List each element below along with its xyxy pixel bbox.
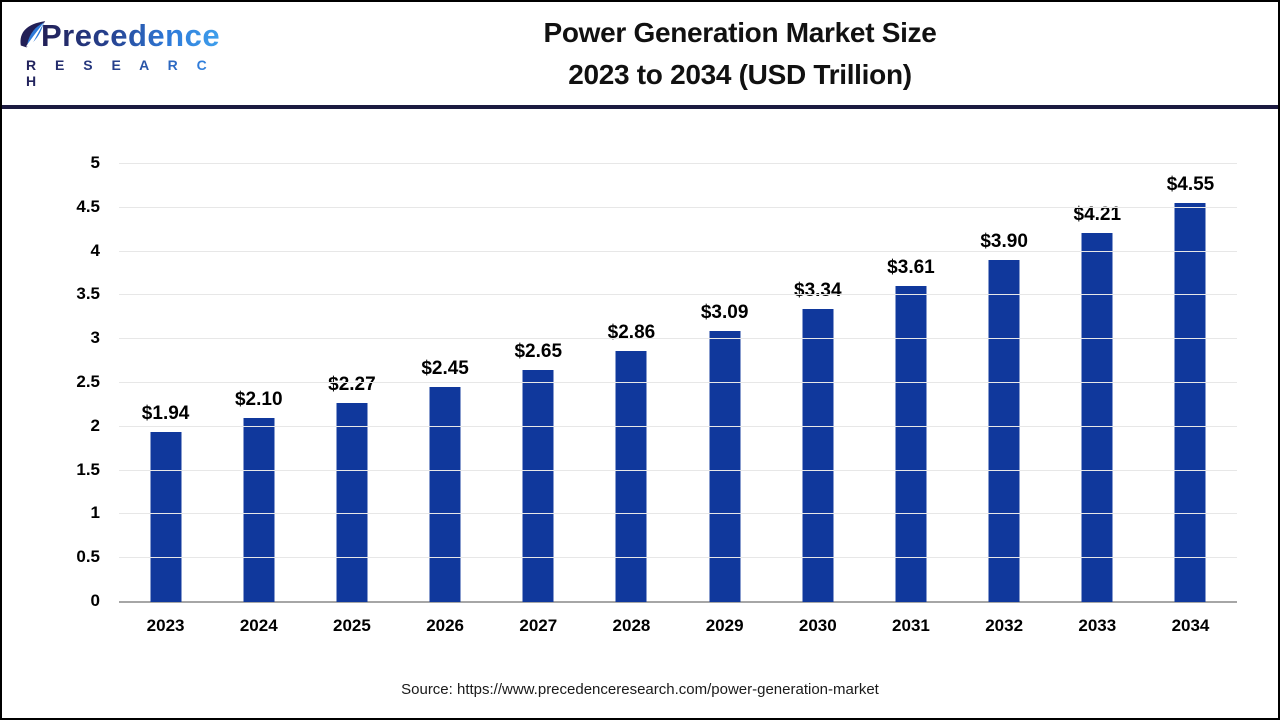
y-tick-label-5: 5 [90, 153, 100, 172]
data-label-2029: $3.09 [700, 302, 749, 324]
data-label-2031: $3.61 [887, 256, 935, 278]
x-axis: 2023 2024 2025 2026 2027 2028 2029 2030 2031 2032… [119, 616, 1237, 636]
x-tick-label-2032: 2032 [985, 616, 1024, 635]
x-tick-label-2027: 2027 [519, 616, 558, 635]
bar-2028 [615, 351, 647, 602]
gridline-5 [119, 163, 1237, 164]
bar-2027 [522, 369, 554, 602]
gridline-1 [119, 513, 1237, 515]
gridline-4.5 [119, 206, 1237, 208]
gridline-4 [119, 250, 1237, 252]
logo-name: Precedence [41, 18, 221, 53]
x-tick-label-2026: 2026 [426, 616, 465, 635]
y-tick-label-3.5: 3.5 [76, 284, 100, 304]
bar-2030 [802, 309, 834, 602]
x-tick-label-2023: 2023 [146, 616, 185, 635]
y-tick-label-0.5: 0.5 [76, 547, 100, 567]
y-tick-label-4.5: 4.5 [76, 196, 100, 216]
x-tick-label-2025: 2025 [333, 616, 371, 635]
bar-column-2032: $3.90 [958, 164, 1051, 602]
gridline-3.5 [119, 294, 1237, 296]
data-label-2027: $2.65 [514, 340, 563, 362]
logo-row: Precedence [18, 18, 242, 56]
bar-2033 [1081, 233, 1113, 602]
bar-column-2024: $2.10 [212, 164, 305, 602]
chart-plot-area: $1.94 $2.10 $2.27 $2.45 $2.65 $2.86 $3.09 $3.34… [119, 163, 1237, 603]
data-label-2032: $3.90 [980, 231, 1028, 253]
data-label-2033: $4.21 [1073, 204, 1122, 226]
gridline-3 [119, 338, 1237, 340]
gridline-1.5 [119, 469, 1237, 471]
source-caption: Source: https://www.precedenceresearch.c… [401, 681, 879, 698]
bar-column-2033: $4.21 [1051, 164, 1144, 602]
data-label-2023: $1.94 [141, 403, 190, 425]
x-tick-label-2028: 2028 [612, 616, 651, 635]
precedence-research-logo: Precedence R E S E A R C H [2, 18, 242, 89]
bar-2032 [988, 260, 1020, 602]
bar-2025 [336, 403, 368, 602]
x-tick-label-2024: 2024 [239, 616, 278, 635]
y-tick-label-4: 4 [90, 240, 100, 260]
bar-column-2026: $2.45 [399, 164, 492, 602]
bar-2034 [1174, 203, 1206, 602]
chart-title: Power Generation Market Size 2023 to 203… [242, 12, 1278, 96]
bar-column-2025: $2.27 [305, 164, 398, 602]
x-tick-label-2029: 2029 [705, 616, 744, 635]
bar-2024 [243, 418, 275, 602]
bar-2029 [709, 331, 741, 602]
bar-column-2023: $1.94 [119, 164, 212, 602]
data-label-2030: $3.34 [794, 280, 842, 302]
y-tick-label-0: 0 [90, 591, 100, 610]
data-label-2034: $4.55 [1166, 174, 1215, 196]
leaf-icon [20, 21, 46, 48]
bar-2031 [895, 285, 927, 602]
bar-2023 [150, 432, 182, 602]
x-axis-line [119, 601, 1237, 603]
header: Precedence R E S E A R C H Power Generat… [2, 2, 1278, 109]
bar-2026 [429, 387, 461, 602]
y-tick-label-2: 2 [90, 415, 100, 435]
bar-column-2028: $2.86 [585, 164, 678, 602]
chart-title-line1: Power Generation Market Size [543, 16, 937, 48]
gridline-2.5 [119, 382, 1237, 383]
gridline-2 [119, 425, 1237, 427]
gridline-0.5 [119, 557, 1237, 559]
x-tick-label-2031: 2031 [892, 616, 930, 635]
chart-title-line2: 2023 to 2034 (USD Trillion) [568, 58, 912, 90]
bar-column-2031: $3.61 [864, 164, 957, 602]
bar-column-2034: $4.55 [1144, 164, 1237, 602]
data-label-2025: $2.27 [328, 374, 376, 396]
bar-column-2030: $3.34 [771, 164, 864, 602]
data-label-2024: $2.10 [234, 389, 283, 411]
x-tick-label-2033: 2033 [1078, 616, 1117, 635]
bars-container: $1.94 $2.10 $2.27 $2.45 $2.65 $2.86 $3.09 $3.34… [119, 164, 1237, 602]
y-tick-label-1.5: 1.5 [76, 459, 100, 479]
y-tick-label-2.5: 2.5 [76, 372, 100, 391]
x-tick-label-2034: 2034 [1171, 616, 1210, 635]
logo-subname: R E S E A R C H [18, 57, 242, 89]
data-label-2028: $2.86 [607, 322, 656, 344]
y-tick-label-1: 1 [90, 503, 100, 523]
data-label-2026: $2.45 [421, 358, 469, 380]
y-tick-label-3: 3 [90, 328, 100, 348]
bar-column-2027: $2.65 [492, 164, 585, 602]
x-tick-label-2030: 2030 [798, 616, 837, 635]
bar-column-2029: $3.09 [678, 164, 771, 602]
